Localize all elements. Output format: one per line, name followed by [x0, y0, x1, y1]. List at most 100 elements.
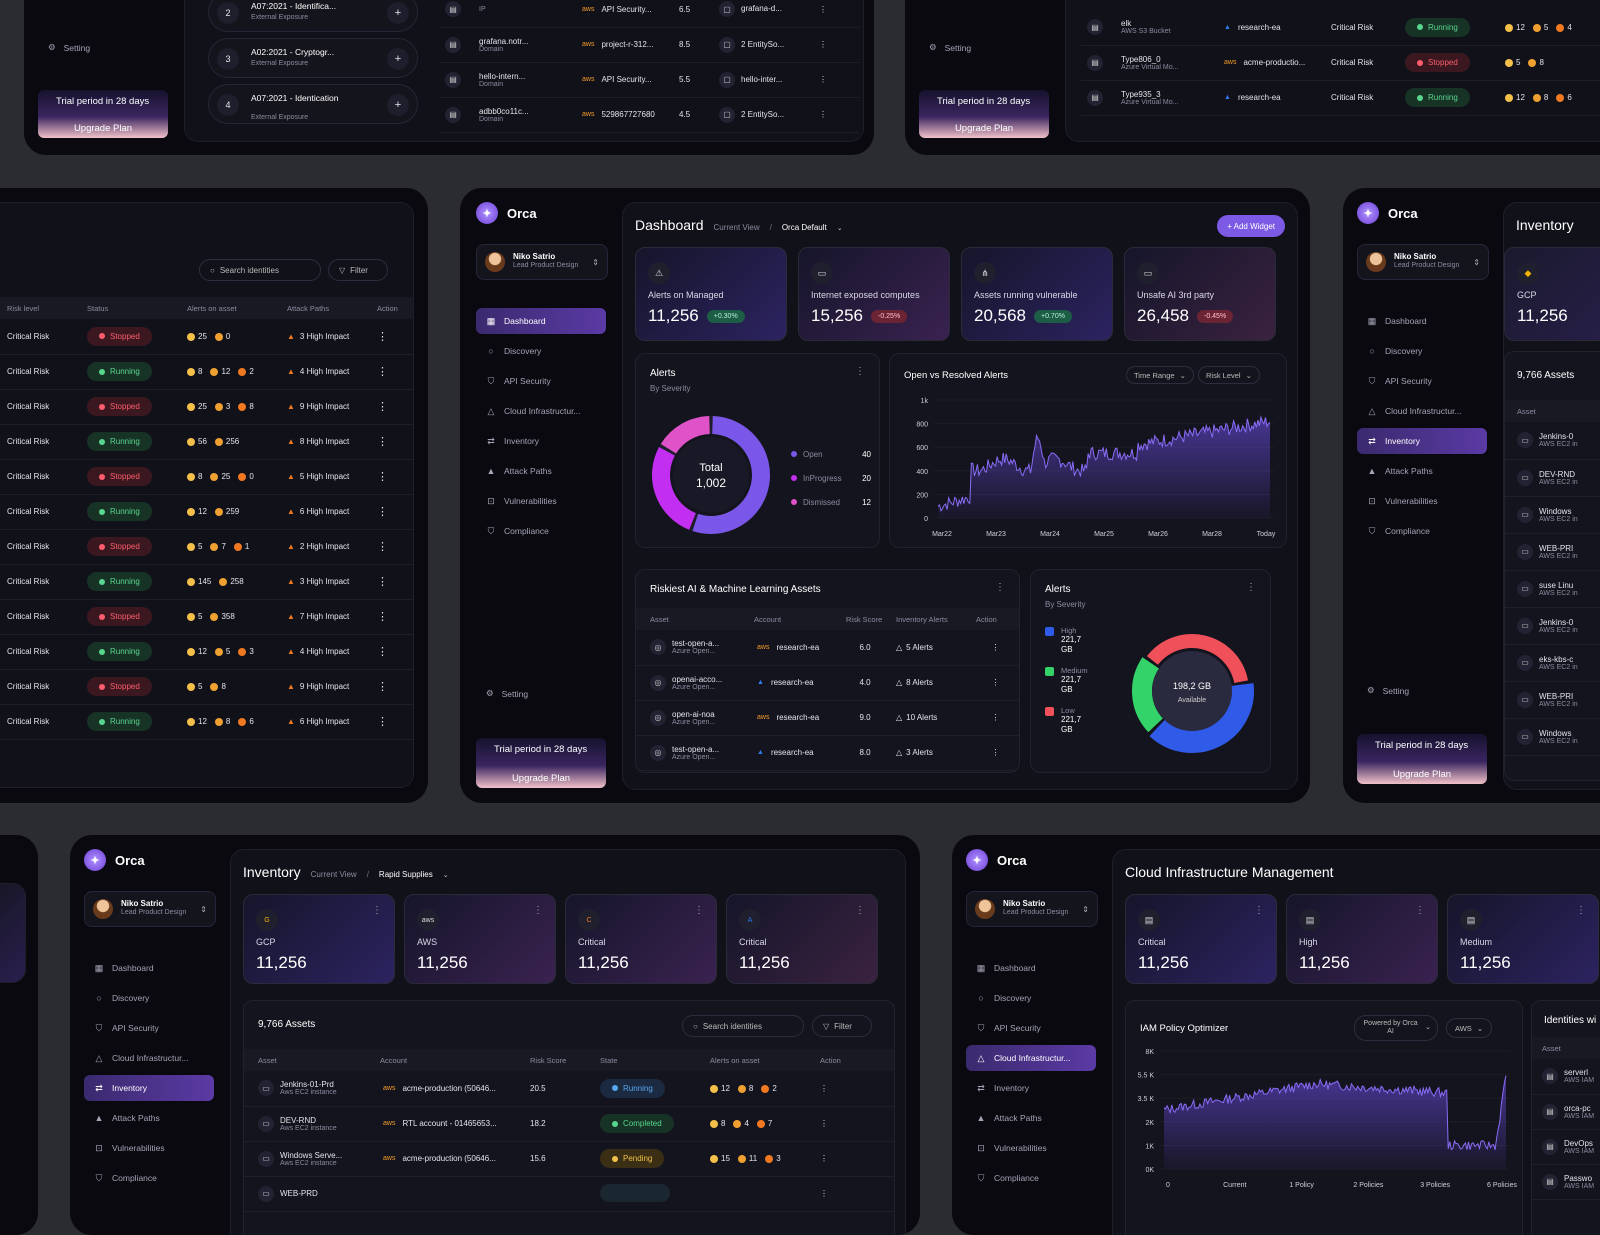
more-icon[interactable]: ⋮ — [371, 634, 413, 670]
powered-dropdown[interactable]: Powered by Orca AI ⌄ — [1354, 1015, 1438, 1041]
table-row[interactable]: ▭ eks-kbs-c AWS EC2 in — [1505, 644, 1600, 682]
more-icon[interactable]: ⋮ — [970, 735, 1019, 771]
table-row[interactable]: ◎ openai-acco... Azure Open... ▲ research-e… — [636, 665, 1019, 701]
user-switcher[interactable]: Niko Satrio Lead Product Design ⇕ — [84, 891, 216, 927]
sidebar-item-compliance[interactable]: ⛉ Compliance — [966, 1165, 1096, 1191]
more-icon[interactable]: ⋮ — [371, 529, 413, 565]
stat-card[interactable]: A ⋮ Critical 11,256 — [726, 894, 878, 984]
sidebar-item-cloud-infrastructur[interactable]: △ Cloud Infrastructur... — [966, 1045, 1096, 1071]
stat-card[interactable]: ▤ ⋮ Medium 11,256 — [1447, 894, 1599, 984]
sidebar-item-cloud-infrastructur[interactable]: △ Cloud Infrastructur... — [1357, 398, 1487, 424]
sidebar-item-dashboard[interactable]: ▦ Dashboard — [966, 955, 1096, 981]
more-icon[interactable]: ⋮ — [371, 424, 413, 460]
rank-item[interactable]: 3 A02:2021 - Cryptogr... External Exposu… — [208, 38, 418, 78]
sidebar-item-attack-paths[interactable]: ▲ Attack Paths — [476, 458, 606, 484]
more-icon[interactable]: ⋮ — [813, 0, 859, 28]
view-selector[interactable]: Rapid Supplies — [378, 870, 433, 879]
upgrade-plan-button[interactable]: Upgrade Plan — [511, 773, 571, 785]
table-row[interactable]: ◎ test-open-a... Azure Open... ▲ research-e… — [636, 735, 1019, 771]
stat-card[interactable]: ▤ ⋮ High 11,256 — [1286, 894, 1438, 984]
table-row[interactable]: ▤ Type935_3 Azure Virtual Mo... ▲ research… — [1081, 80, 1600, 116]
table-row[interactable]: ▤ grafana.notr... Domain aws project-r-312… — [439, 27, 859, 63]
sidebar-item-discovery[interactable]: ○ Discovery — [476, 338, 606, 364]
more-icon[interactable]: ⋮ — [372, 905, 382, 916]
more-icon[interactable]: ⋮ — [970, 665, 1019, 701]
sidebar-item-vulnerabilities[interactable]: ⊡ Vulnerabilities — [966, 1135, 1096, 1161]
more-icon[interactable]: ⋮ — [371, 389, 413, 425]
sidebar-item-inventory[interactable]: ⇄ Inventory — [84, 1075, 214, 1101]
sidebar-item-inventory[interactable]: ⇄ Inventory — [476, 428, 606, 454]
more-icon[interactable]: ⋮ — [1254, 905, 1264, 916]
setting-link[interactable]: ⚙ Setting — [48, 42, 91, 53]
table-row[interactable]: ▭ DEV-RND AWS EC2 in — [1505, 459, 1600, 497]
table-row[interactable]: Critical Risk Running 12 259 ▲ 6 High Impa… — [0, 494, 413, 530]
table-row[interactable]: ▭ Windows AWS EC2 in — [1505, 718, 1600, 756]
stat-card[interactable]: C ⋮ Critical 11,256 — [565, 894, 717, 984]
more-icon[interactable]: ⋮ — [855, 905, 865, 916]
more-icon[interactable]: ⋮ — [813, 97, 859, 133]
more-icon[interactable]: ⋮ — [371, 354, 413, 390]
table-row[interactable]: ▭ Jenkins-0 AWS EC2 in — [1505, 422, 1600, 460]
add-icon[interactable]: + — [387, 48, 409, 70]
table-row[interactable]: ▭ Jenkins-01-Prd Aws EC2 instance aws acme-… — [244, 1071, 894, 1107]
table-row[interactable]: ◎ open-ai-noa Azure Open... aws research-ea… — [636, 700, 1019, 736]
provider-dropdown[interactable]: AWS ⌄ — [1446, 1018, 1493, 1038]
more-icon[interactable]: ⋮ — [371, 564, 413, 600]
more-icon[interactable]: ⋮ — [1415, 905, 1425, 916]
sidebar-item-discovery[interactable]: ○ Discovery — [84, 985, 214, 1011]
more-icon[interactable]: ⋮ — [371, 669, 413, 705]
sidebar-item-cloud-infrastructur[interactable]: △ Cloud Infrastructur... — [476, 398, 606, 424]
sidebar-item-api-security[interactable]: ⛉ API Security — [966, 1015, 1096, 1041]
table-row[interactable]: ▭ DEV-RND Aws EC2 instance aws RTL account … — [244, 1106, 894, 1142]
add-icon[interactable]: + — [387, 2, 409, 24]
table-row[interactable]: Critical Risk Running 8 12 2 ▲ 4 High Impac… — [0, 354, 413, 390]
table-row[interactable]: Critical Risk Stopped 25 3 8 ▲ 9 High Impac… — [0, 389, 413, 425]
more-icon[interactable]: ⋮ — [814, 1176, 894, 1212]
table-row[interactable]: ▤ IP aws API Security... 6.5 ▢ grafana-d..… — [439, 0, 859, 28]
stat-card[interactable]: G ⋮ GCP 11,256 — [243, 894, 395, 984]
table-row[interactable]: Critical Risk Stopped 5 358 ▲ 7 High Impac… — [0, 599, 413, 635]
search-input[interactable]: ○ Search identities — [682, 1015, 804, 1037]
table-row[interactable]: ▤ Passwo AWS IAM — [1532, 1164, 1600, 1200]
table-row[interactable]: ▭ Windows Serve... Aws EC2 instance aws acm… — [244, 1141, 894, 1177]
sidebar-item-vulnerabilities[interactable]: ⊡ Vulnerabilities — [1357, 488, 1487, 514]
setting-link[interactable]: ⚙ Setting — [486, 688, 529, 699]
view-selector[interactable]: Orca Default — [781, 223, 827, 232]
sidebar-item-inventory[interactable]: ⇄ Inventory — [966, 1075, 1096, 1101]
search-input[interactable]: ○ Search identities — [199, 259, 321, 281]
sidebar-item-attack-paths[interactable]: ▲ Attack Paths — [1357, 458, 1487, 484]
more-icon[interactable]: ⋮ — [855, 366, 865, 377]
more-icon[interactable]: ⋮ — [814, 1071, 894, 1107]
table-row[interactable]: Critical Risk Running 145 258 ▲ 3 High Imp… — [0, 564, 413, 600]
sidebar-item-api-security[interactable]: ⛉ API Security — [1357, 368, 1487, 394]
sidebar-item-vulnerabilities[interactable]: ⊡ Vulnerabilities — [84, 1135, 214, 1161]
table-row[interactable]: Critical Risk Running 12 5 3 ▲ 4 High Impac… — [0, 634, 413, 670]
sidebar-item-attack-paths[interactable]: ▲ Attack Paths — [84, 1105, 214, 1131]
sidebar-item-api-security[interactable]: ⛉ API Security — [476, 368, 606, 394]
upgrade-plan-button[interactable]: Upgrade Plan — [954, 123, 1014, 135]
sidebar-item-discovery[interactable]: ○ Discovery — [966, 985, 1096, 1011]
table-row[interactable]: ▤ adbb0co11c... Domain aws 529867727680 4.… — [439, 97, 859, 133]
more-icon[interactable]: ⋮ — [371, 459, 413, 495]
time-range-dropdown[interactable]: Time Range ⌄ — [1126, 366, 1194, 384]
more-icon[interactable]: ⋮ — [813, 27, 859, 63]
sidebar-item-attack-paths[interactable]: ▲ Attack Paths — [966, 1105, 1096, 1131]
stat-card[interactable]: aws ⋮ AWS 11,256 — [404, 894, 556, 984]
user-switcher[interactable]: Niko Satrio Lead Product Design ⇕ — [966, 891, 1098, 927]
sidebar-item-dashboard[interactable]: ▦ Dashboard — [476, 308, 606, 334]
stat-card[interactable]: ⚠ Alerts on Managed 11,256 +0.30% — [635, 247, 787, 341]
table-row[interactable]: ▤ hello-intern... Domain aws API Security.… — [439, 62, 859, 98]
sidebar-item-dashboard[interactable]: ▦ Dashboard — [84, 955, 214, 981]
add-widget-button[interactable]: + Add Widget — [1217, 215, 1285, 237]
more-icon[interactable]: ⋮ — [694, 905, 704, 916]
more-icon[interactable]: ⋮ — [995, 582, 1005, 593]
sidebar-item-compliance[interactable]: ⛉ Compliance — [476, 518, 606, 544]
stat-card[interactable]: ▭ Unsafe AI 3rd party 26,458 -0.45% — [1124, 247, 1276, 341]
table-row[interactable]: ▭ suse Linu AWS EC2 in — [1505, 570, 1600, 608]
more-icon[interactable]: ⋮ — [371, 319, 413, 355]
rank-item[interactable]: 2 A07:2021 - Identifica... External Expo… — [208, 0, 418, 32]
filter-button[interactable]: ▽ Filter — [328, 259, 388, 281]
table-row[interactable]: ◎ test-open-a... Azure Open... aws research… — [636, 630, 1019, 666]
sidebar-item-dashboard[interactable]: ▦ Dashboard — [1357, 308, 1487, 334]
